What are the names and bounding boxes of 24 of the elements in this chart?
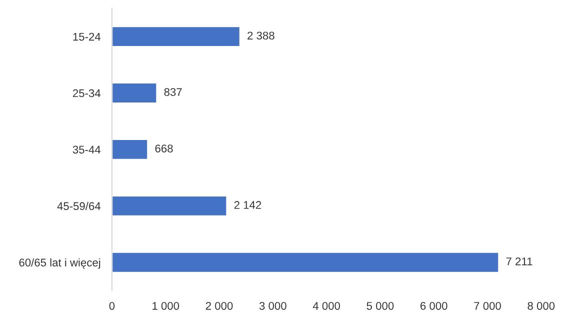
y-tick-label: 35-44 [72,146,101,154]
bar [112,252,500,274]
x-tick-label: 3 000 [259,302,286,310]
x-tick-label: 6 000 [420,302,448,310]
x-tick-label: 7 000 [474,302,501,310]
x-tick-label: 1 000 [152,302,180,310]
x-tick-label: 4 000 [312,302,340,310]
x-tick-label: 5 000 [366,302,394,310]
bar [112,82,158,104]
data-label: 2 388 [248,32,274,40]
x-tick-label: 0 [109,302,115,310]
x-tick-label: 8 000 [528,302,555,310]
bar [112,26,241,48]
y-tick-label: 60/65 lat i więcej [19,258,100,269]
bar [112,195,228,217]
y-tick-label: 25-34 [72,89,101,98]
data-label: 2 142 [234,201,262,209]
y-tick-label: 15-24 [73,32,101,41]
bar [112,138,148,160]
y-tick-label: 45-59/64 [57,202,101,210]
data-label: 837 [164,88,182,96]
x-tick-label: 2 000 [206,302,233,310]
data-label: 668 [155,144,173,152]
data-label: 7 211 [506,257,532,266]
